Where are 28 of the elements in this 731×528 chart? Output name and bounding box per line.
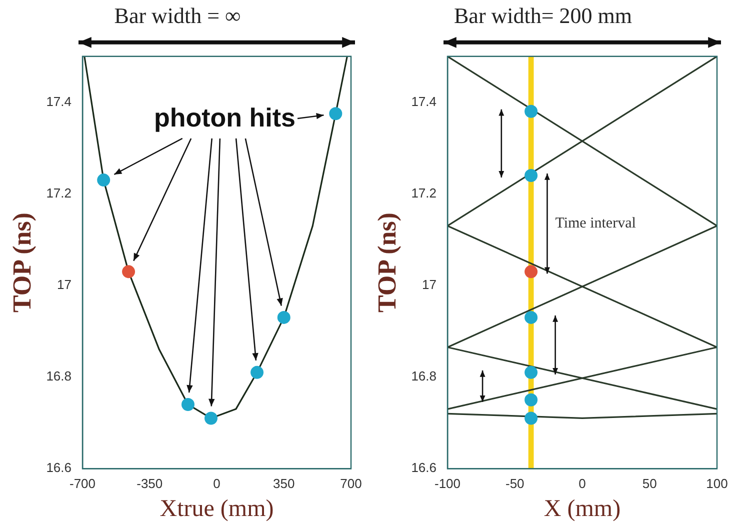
x-tick-label: 700 [340, 476, 362, 491]
x-tick-label: -50 [505, 476, 524, 491]
x-tick-label: 0 [213, 476, 220, 491]
x-tick-label: 100 [706, 476, 728, 491]
x-tick-label: 0 [578, 476, 586, 491]
x-tick-label: -350 [136, 476, 163, 491]
x-tick-label: 50 [642, 476, 657, 491]
x-tick-label: 350 [273, 476, 295, 491]
y-tick-label: 16.8 [411, 368, 436, 384]
chart-title: Bar width = ∞ [114, 2, 241, 28]
y-tick-label: 17.2 [46, 185, 72, 200]
y-tick-label: 17 [422, 276, 436, 292]
x-axis-title: Xtrue (mm) [160, 496, 274, 522]
y-tick-label: 17.4 [411, 94, 436, 109]
chart-title: Bar width= 200 mm [454, 2, 632, 28]
annotation: photon hits [154, 102, 296, 132]
annotation: Time interval [555, 216, 636, 232]
y-tick-label: 17 [57, 276, 72, 292]
x-tick-label: -700 [69, 476, 96, 491]
y-axis-title: TOP (ns) [7, 212, 36, 312]
y-tick-label: 16.6 [411, 460, 436, 476]
x-axis-title: X (mm) [544, 496, 621, 522]
y-tick-label: 17.4 [46, 94, 72, 109]
y-tick-label: 16.6 [46, 460, 72, 476]
y-axis-title: TOP (ns) [372, 212, 402, 312]
y-tick-label: 16.8 [46, 368, 72, 384]
x-tick-label: -100 [434, 476, 461, 491]
y-tick-label: 17.2 [411, 185, 436, 200]
